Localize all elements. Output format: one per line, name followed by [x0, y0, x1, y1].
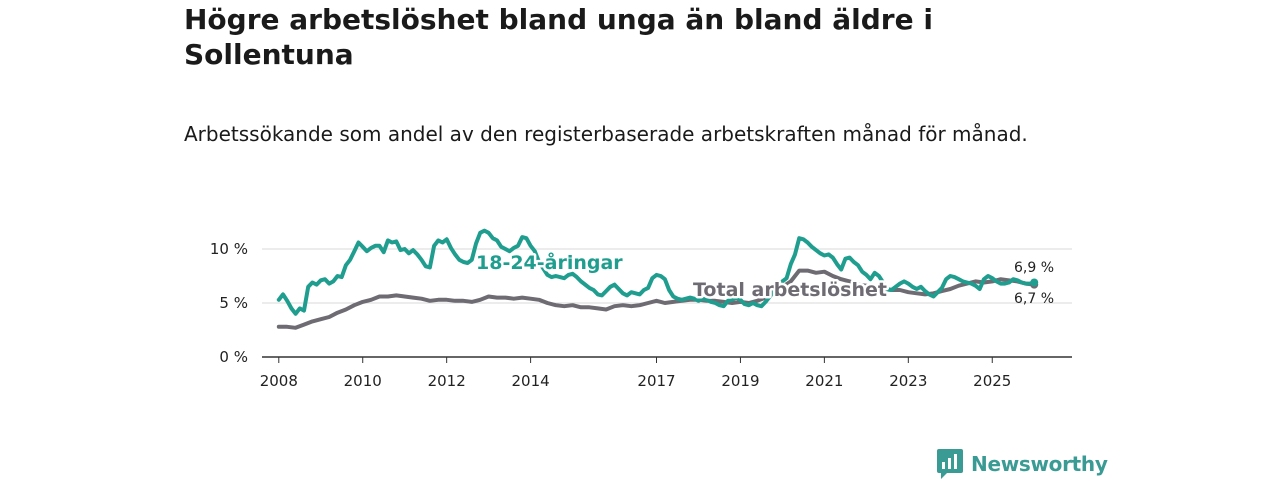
series-labels: 18-24-åringar Total arbetslöshet 6,9 % 6,7 …	[474, 248, 1055, 308]
y-axis-ticks: 0 % 5 % 10 %	[210, 240, 248, 366]
x-tick-label: 2021	[805, 372, 843, 390]
x-tick-label: 2014	[512, 372, 550, 390]
y-tick-label: 5 %	[219, 294, 248, 312]
youth-end-value-label: 6,9 %	[1014, 260, 1054, 276]
x-tick-label: 2019	[721, 372, 759, 390]
newsworthy-brand: Newsworthy	[937, 449, 1108, 479]
brand-name: Newsworthy	[971, 452, 1108, 476]
x-tick-label: 2008	[260, 372, 298, 390]
y-tick-label: 10 %	[210, 240, 248, 258]
youth-end-marker	[1030, 278, 1039, 287]
x-axis-ticks: 2008 2010 2012 2014 2017 2019 2021 2023 2025	[260, 357, 1011, 390]
total-series-line	[276, 268, 1037, 330]
x-tick-label: 2017	[637, 372, 675, 390]
total-series-label: Total arbetslöshet	[693, 279, 887, 301]
x-tick-label: 2025	[973, 372, 1011, 390]
x-tick-label: 2023	[889, 372, 927, 390]
youth-series-line	[276, 228, 1037, 316]
youth-series-label: 18-24-åringar	[476, 250, 623, 274]
series-lines	[276, 228, 1039, 330]
chart-subtitle: Arbetssökande som andel av den registerb…	[184, 122, 1028, 146]
total-end-value-label: 6,7 %	[1014, 291, 1054, 307]
x-tick-label: 2010	[344, 372, 382, 390]
newsworthy-logo-icon	[937, 449, 963, 479]
x-tick-label: 2012	[428, 372, 466, 390]
chart-title: Högre arbetslöshet bland unga än bland ä…	[184, 3, 933, 71]
y-tick-label: 0 %	[219, 348, 248, 366]
